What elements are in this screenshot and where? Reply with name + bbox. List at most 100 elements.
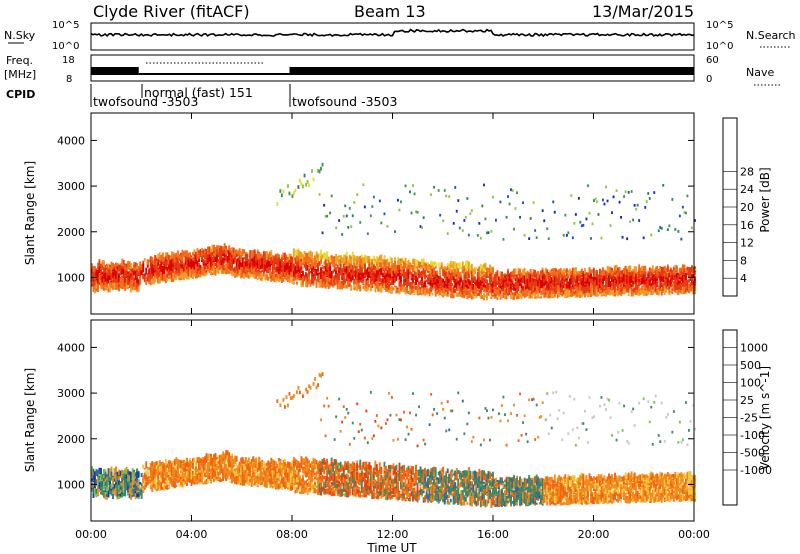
heatmap-cell (183, 266, 185, 272)
heatmap-cell (148, 275, 151, 279)
heatmap-cell (427, 274, 430, 277)
heatmap-cell (300, 273, 303, 279)
heatmap-cell (216, 262, 218, 268)
heatmap-cell (106, 287, 108, 291)
heatmap-cell (339, 263, 342, 270)
heatmap-cell (148, 270, 151, 274)
heatmap-cell (353, 255, 356, 260)
heatmap-cell (279, 275, 282, 279)
heatmap-cell (336, 273, 339, 276)
heatmap-cell (297, 257, 300, 263)
heatmap-cell (284, 275, 286, 280)
heatmap-cell (431, 261, 434, 265)
heatmap-cell (184, 267, 187, 273)
heatmap-cell (255, 267, 258, 274)
heatmap-cell (371, 263, 374, 268)
heatmap-cell (330, 261, 333, 265)
heatmap-cell (189, 265, 191, 273)
heatmap-cell (495, 218, 497, 222)
heatmap-cell (433, 277, 436, 284)
heatmap-cell (217, 269, 220, 274)
heatmap-cell (345, 214, 348, 218)
heatmap-cell (413, 288, 416, 295)
heatmap-cell (223, 258, 226, 261)
heatmap-cell (204, 256, 206, 260)
heatmap-cell (280, 277, 283, 283)
heatmap-cell (116, 276, 119, 283)
heatmap-cell (403, 271, 405, 274)
heatmap-cell (176, 270, 179, 276)
heatmap-cell (158, 269, 161, 273)
heatmap-cell (481, 271, 484, 274)
heatmap-cell (418, 275, 420, 279)
heatmap-cell (299, 275, 301, 278)
heatmap-cell (136, 280, 139, 286)
heatmap-cell (455, 263, 458, 271)
heatmap-cell (519, 215, 521, 219)
heatmap-cell (178, 271, 181, 275)
heatmap-cell (118, 274, 120, 278)
heatmap-cell (446, 263, 449, 269)
heatmap-cell (204, 269, 206, 274)
heatmap-cell (258, 262, 261, 268)
heatmap-cell (422, 258, 425, 265)
heatmap-cell (314, 262, 316, 269)
heatmap-cell (464, 272, 467, 279)
heatmap-cell (451, 264, 454, 269)
heatmap-cell (406, 263, 408, 270)
heatmap-cell (273, 255, 276, 258)
heatmap-cell (274, 255, 277, 262)
heatmap-cell (321, 264, 324, 267)
heatmap-cell (446, 287, 449, 291)
heatmap-cell (195, 272, 197, 279)
heatmap-cell (458, 272, 461, 277)
heatmap-cell (299, 263, 301, 271)
heatmap-cell (317, 272, 319, 276)
heatmap-cell (137, 279, 140, 284)
heatmap-cell (262, 258, 265, 265)
heatmap-cell (303, 251, 306, 257)
heatmap-cell (186, 263, 188, 267)
heatmap-cell (287, 257, 289, 260)
heatmap-cell (228, 260, 231, 268)
heatmap-cell (381, 259, 384, 263)
heatmap-cell (466, 284, 469, 289)
heatmap-cell (249, 269, 252, 273)
heatmap-cell (407, 259, 410, 265)
heatmap-cell (489, 280, 491, 286)
heatmap-cell (359, 269, 362, 275)
heatmap-cell (425, 292, 428, 295)
heatmap-cell (238, 269, 241, 275)
heatmap-cell (371, 281, 374, 287)
heatmap-cell (161, 268, 164, 275)
heatmap-cell (104, 282, 107, 287)
heatmap-cell (528, 237, 531, 240)
heatmap-cell (125, 281, 128, 286)
heatmap-cell (299, 178, 301, 183)
heatmap-cell (467, 279, 470, 284)
heatmap-cell (424, 266, 427, 273)
heatmap-cell (443, 282, 446, 289)
heatmap-cell (296, 267, 298, 271)
heatmap-cell (271, 262, 274, 270)
heatmap-cell (91, 263, 93, 269)
heatmap-cell (246, 263, 249, 268)
heatmap-cell (320, 256, 322, 260)
heatmap-cell (365, 273, 368, 277)
heatmap-cell (124, 270, 127, 278)
heatmap-cell (472, 292, 475, 299)
heatmap-cell (323, 261, 326, 265)
heatmap-cell (216, 249, 218, 255)
heatmap-cell (452, 272, 455, 275)
heatmap-cell (158, 270, 161, 276)
heatmap-cell (110, 266, 113, 274)
heatmap-cell (455, 276, 458, 280)
heatmap-cell (481, 286, 484, 290)
heatmap-cell (481, 204, 484, 208)
heatmap-cell (219, 264, 221, 269)
heatmap-cell (486, 279, 488, 282)
heatmap-cell (220, 260, 223, 266)
heatmap-cell (271, 259, 274, 263)
heatmap-cell (103, 267, 105, 274)
heatmap-cell (612, 195, 615, 199)
